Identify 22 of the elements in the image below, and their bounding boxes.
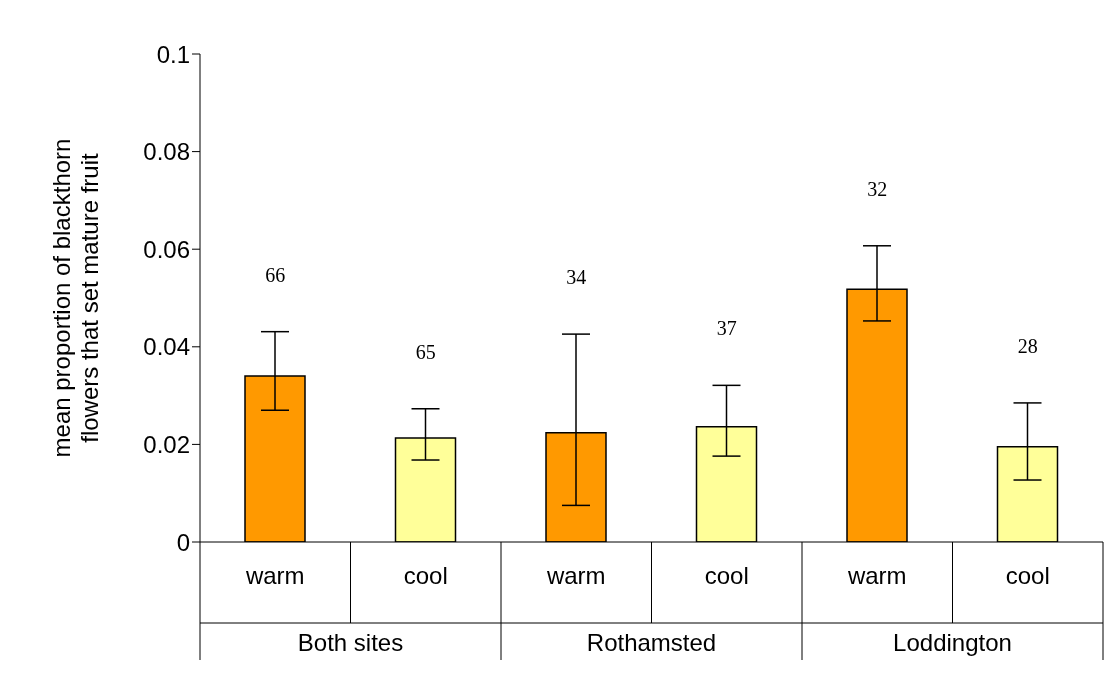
y-tick-label: 0 bbox=[176, 528, 190, 556]
y-tick-label: 0.04 bbox=[143, 333, 190, 361]
annotation: 65 bbox=[415, 340, 436, 363]
y-tick-label: 0.06 bbox=[143, 235, 190, 263]
x-tick-label: warm bbox=[846, 562, 907, 589]
y-tick-label: 0.02 bbox=[143, 430, 190, 458]
text: Loddington bbox=[892, 629, 1013, 657]
x-tick-label: warm bbox=[545, 562, 606, 589]
annotation: 66 bbox=[265, 263, 286, 286]
x-tick-label: warm bbox=[244, 562, 305, 589]
annotation: 37 bbox=[716, 317, 737, 340]
text: Both sites bbox=[296, 629, 405, 657]
text: Rothamsted bbox=[585, 629, 718, 657]
y-axis-title: mean proportion of blackthorn flowers that set mature fruit bbox=[48, 137, 104, 460]
x-tick-label: cool bbox=[403, 562, 448, 589]
x-tick-label: cool bbox=[704, 562, 749, 589]
x-tick-label: cool bbox=[1005, 562, 1050, 589]
annotation: 32 bbox=[867, 177, 888, 200]
annotation: 34 bbox=[566, 266, 587, 289]
y-tick-label: 0.08 bbox=[143, 138, 190, 166]
annotation: 28 bbox=[1017, 334, 1038, 357]
y-tick-label: 0.1 bbox=[156, 40, 190, 68]
